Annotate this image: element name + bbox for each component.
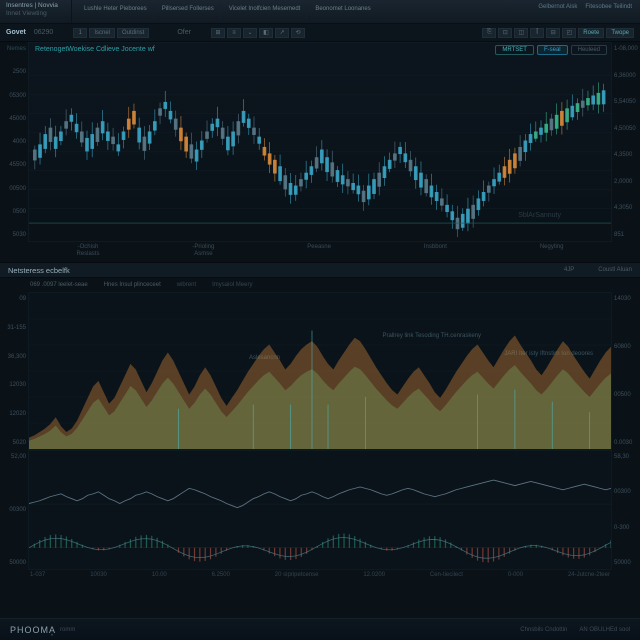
section2-tab[interactable]: 4JP [564, 267, 574, 273]
top-nav-right: Gelbernot Aisk Fitesobee Teilindt [530, 0, 640, 23]
section2-tab[interactable]: Coustl Aluan [598, 267, 632, 273]
footer-link[interactable]: Chnsbils Cndottin [520, 627, 567, 633]
tb-link[interactable]: Roete [578, 28, 604, 38]
chart1-yaxis-right: 1-08,000 6,36000 5,54050 4,50050 4,3500 … [612, 42, 640, 242]
footer-link[interactable]: AN OBULHEd sool [579, 627, 630, 633]
chart3-area: 52,00 00300 50000 58,30 00300 0-300 5000… [0, 450, 640, 570]
logo-line2: Innet Viewting [6, 10, 65, 18]
app-logo[interactable]: Insentres | Novvia Innet Viewting [0, 0, 72, 23]
tb-btn[interactable]: Outdinst [117, 28, 149, 38]
nav-item[interactable]: Beonomet Loonanes [309, 4, 376, 19]
split-icon[interactable]: ◫ [514, 28, 528, 38]
nav-item[interactable]: Pillsersed Follerses [156, 4, 221, 19]
chart1-yaxis-left: Nemes 2500 05300 45000 4000 45500 00500 … [0, 42, 28, 242]
tab-item[interactable]: Imysaiol Meery [212, 282, 252, 288]
logo-line1: Insentres | Novvia [6, 2, 65, 10]
chart3-yaxis-left: 52,00 00300 50000 [0, 450, 28, 570]
refresh-icon[interactable]: ⟲ [291, 28, 305, 38]
toolbar-mid-buttons: ⊞ ≡ ⌄ ◧ ↗ ⟲ [211, 28, 305, 38]
toolbar-right-buttons: ⎘ ⊡ ◫ ⫿ ⊟ ◰ Roete Twope [482, 28, 634, 38]
layout-icon[interactable]: ⊞ [211, 28, 225, 38]
section2-header: Netsteress ecbelfk 4JP Coustl Aluan [0, 262, 640, 278]
maximize-icon[interactable]: ◰ [562, 28, 576, 38]
symbol-value: 06290 [34, 29, 53, 36]
footer-brand[interactable]: PHOOMA̩ [10, 625, 56, 635]
footer: PHOOMA̩ romm Chnsbils Cndottin AN OBULHE… [0, 618, 640, 640]
tab-item[interactable]: 069 .0097 leelet-seae [30, 282, 88, 288]
chart2-yaxis-right: 14030 60800 00500 0.0030 [612, 292, 640, 450]
minus-icon[interactable]: ⊟ [546, 28, 560, 38]
tb-label: Ofer [177, 29, 191, 36]
chart2-canvas[interactable]: Prallrey link Tesoding TH.cenraskeny JAR… [28, 292, 612, 450]
top-nav: Lushle Heter Pieborees Pillsersed Foller… [72, 0, 383, 23]
expand-icon[interactable]: ↗ [275, 28, 289, 38]
nav-item[interactable]: Vicelet Inolfcien Mesemedt [223, 4, 308, 19]
chart1-canvas[interactable]: RetenogetWoekise Cdlieve Jocente wf MRTS… [28, 42, 612, 242]
chart2-area: 09 31-155 36,300 12030 12020 5020 Prallr… [0, 292, 640, 450]
nav-item[interactable]: Fitesobee Teilindt [585, 4, 632, 19]
nav-item[interactable]: Gelbernot Aisk [538, 4, 577, 19]
chart3-yaxis-right: 58,30 00300 0-300 50000 [612, 450, 640, 570]
list-icon[interactable]: ≡ [227, 28, 241, 38]
chart2-tabs: 069 .0097 leelet-seae Hnes Insul plincec… [0, 278, 640, 292]
footer-brand-sub: romm [60, 627, 75, 633]
chart3-canvas[interactable] [28, 450, 612, 570]
tab-item[interactable]: wibrent [177, 282, 196, 288]
topbar: Insentres | Novvia Innet Viewting Lushle… [0, 0, 640, 24]
toolbar-left-buttons: 1 Iscnel Outdinst [73, 28, 149, 38]
columns-icon[interactable]: ⫿ [530, 28, 544, 38]
tb-btn[interactable]: 1 [73, 28, 87, 38]
copy-icon[interactable]: ⎘ [482, 28, 496, 38]
window-icon[interactable]: ⊡ [498, 28, 512, 38]
tb-link[interactable]: Twope [606, 28, 634, 38]
panel-icon[interactable]: ◧ [259, 28, 273, 38]
tab-item[interactable]: Hnes Insul plinceceet [104, 282, 161, 288]
bottom-xaxis: 1-037 10030 10.00 6.2500 20 sipripetcens… [0, 570, 640, 584]
chart1-xaxis: -OchishReslasts -PriolingAsmse Peeasne I… [0, 242, 640, 262]
nav-item[interactable]: Lushle Heter Pieborees [78, 4, 154, 19]
chart1-area: Nemes 2500 05300 45000 4000 45500 00500 … [0, 42, 640, 242]
chart2-yaxis-left: 09 31-155 36,300 12030 12020 5020 [0, 292, 28, 450]
tb-btn[interactable]: Iscnel [89, 28, 115, 38]
symbol-label[interactable]: Govet [6, 29, 26, 36]
section2-title: Netsteress ecbelfk [8, 266, 70, 275]
dropdown-icon[interactable]: ⌄ [243, 28, 257, 38]
toolbar: Govet 06290 1 Iscnel Outdinst Ofer ⊞ ≡ ⌄… [0, 24, 640, 42]
